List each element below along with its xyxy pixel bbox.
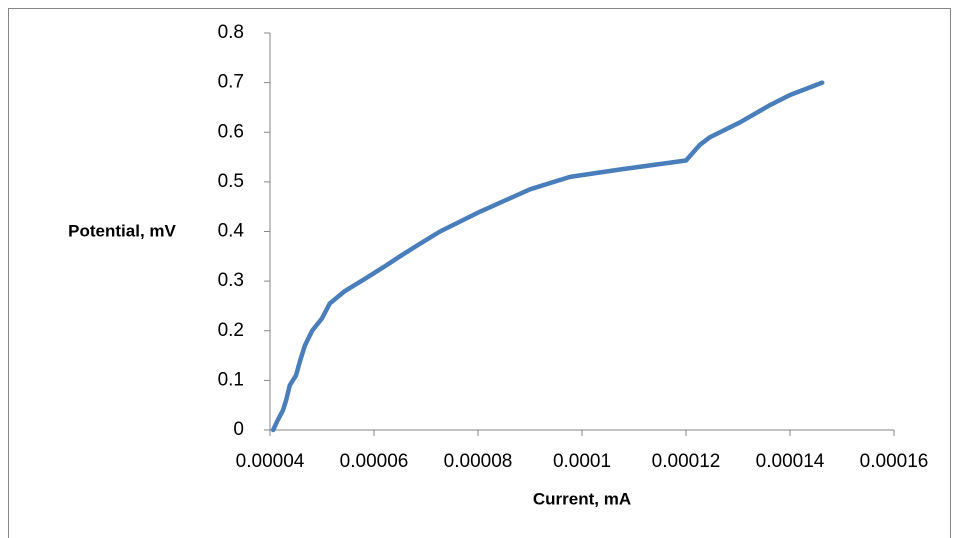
y-tick-label: 0.6 (218, 121, 244, 142)
x-axis-title: Current, mA (533, 489, 631, 508)
y-tick-label: 0.7 (218, 72, 244, 93)
x-tick-label: 0.00004 (236, 451, 305, 472)
y-tick-label: 0.2 (218, 320, 244, 341)
x-tick-label: 0.00008 (444, 451, 513, 472)
data-line (270, 80, 825, 433)
y-tick-label: 0.3 (218, 270, 244, 291)
y-tick-label: 0.1 (218, 369, 244, 390)
x-tick-label: 0.00012 (652, 451, 721, 472)
x-tick-label: 0.00006 (340, 451, 409, 472)
x-tick-label: 0.00016 (860, 451, 929, 472)
y-tick-label: 0.8 (218, 22, 244, 43)
x-tick-label: 0.00014 (756, 451, 825, 472)
y-tick-label: 0 (233, 419, 244, 440)
y-tick-label: 0.4 (218, 221, 245, 242)
x-tick-label: 0.0001 (553, 451, 611, 472)
chart-frame (8, 8, 951, 538)
y-axis-title: Potential, mV (68, 221, 176, 240)
y-tick-label: 0.5 (218, 171, 244, 192)
